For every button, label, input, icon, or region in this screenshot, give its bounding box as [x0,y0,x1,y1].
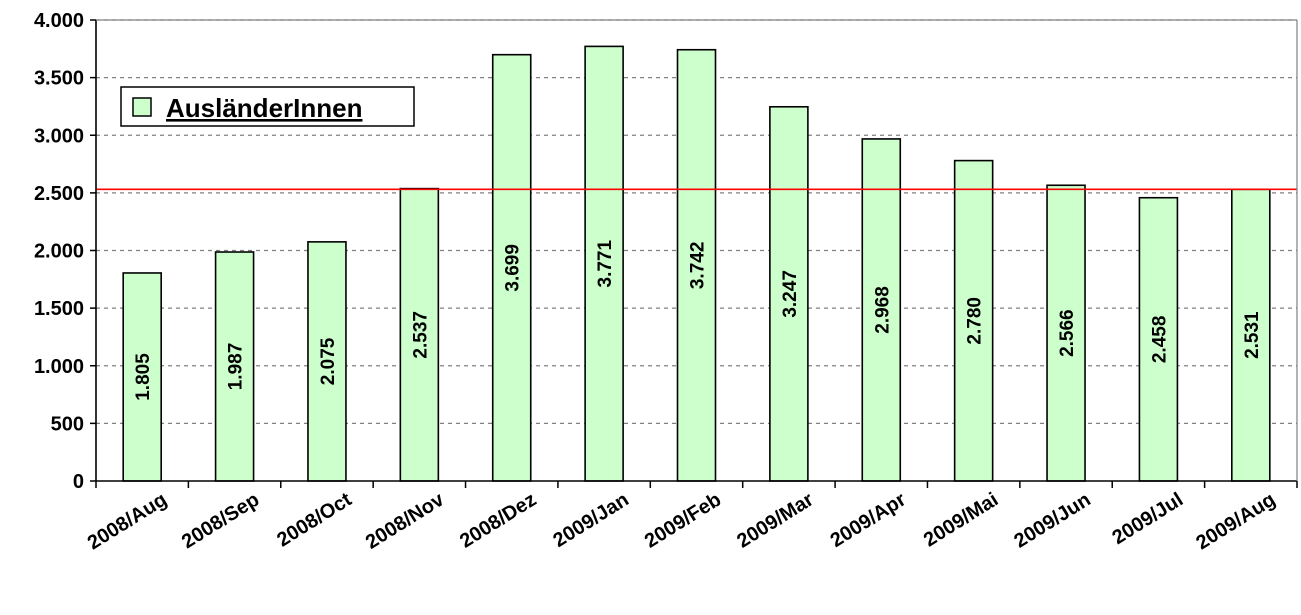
data-label: 2.531 [1242,311,1263,359]
legend: AusländerInnen [120,86,415,127]
legend-label: AusländerInnen [166,93,362,123]
y-tick-label: 2.500 [34,183,84,205]
data-label: 1.987 [226,343,247,391]
data-label: 2.458 [1149,316,1170,364]
y-tick-label: 3.500 [34,68,84,90]
data-label: 3.247 [780,270,801,318]
axes [90,19,1298,488]
bar [491,53,532,482]
data-label: 2.968 [872,286,893,334]
bar [769,105,809,482]
data-label: 2.075 [318,337,339,385]
y-tick-label: 3.000 [34,125,84,147]
data-label: 3.699 [503,244,524,292]
y-tick-labels: 0 500 1.000 1.500 2.000 2.500 3.000 3.500 4.000 [34,10,84,493]
bars [122,45,1271,482]
bar [307,241,347,482]
bar [1046,184,1086,482]
bar [584,45,624,482]
y-tick-label: 1.000 [34,356,84,378]
y-tick-label: 500 [51,413,84,435]
x-tick-label: 2009/Feb [641,489,725,553]
y-tick-label: 0 [73,471,84,493]
data-label: 3.771 [595,239,616,287]
bar [676,48,717,482]
data-label: 2.780 [965,297,986,345]
x-tick-label: 2009/Mai [920,489,1002,552]
x-tick-label: 2008/Dez [456,489,540,553]
bar [953,159,994,482]
data-label: 2.537 [410,311,431,359]
data-label: 1.805 [133,353,154,401]
x-tick-label: 2008/Nov [362,488,449,554]
x-tick-label: 2008/Aug [84,489,171,555]
data-labels: 1.805 1.987 2.075 2.537 3.699 3.771 3.742 3.247… [133,239,1263,400]
legend-swatch [132,97,152,117]
x-tick-label: 2009/Apr [827,488,910,552]
x-tick-label: 2009/Jun [1010,489,1094,553]
data-label: 3.742 [688,242,709,290]
y-tick-label: 4.000 [34,10,84,32]
legend-box [120,86,415,127]
data-label: 2.566 [1057,309,1078,357]
x-tick-label: 2009/Jan [549,489,632,552]
x-tick-label: 2009/Aug [1192,489,1279,555]
x-tick-label: 2009/Mar [733,488,817,552]
x-tick-labels: 2008/Aug 2008/Sep 2008/Oct 2008/Nov 2008/Dez… [84,488,1280,554]
x-tick-label: 2008/Sep [178,489,263,554]
bar [122,272,162,482]
y-tick-label: 1.500 [34,298,84,320]
x-tick-label: 2008/Oct [273,488,356,551]
y-tick-label: 2.000 [34,241,84,263]
x-tick-label: 2009/Jul [1108,489,1187,549]
